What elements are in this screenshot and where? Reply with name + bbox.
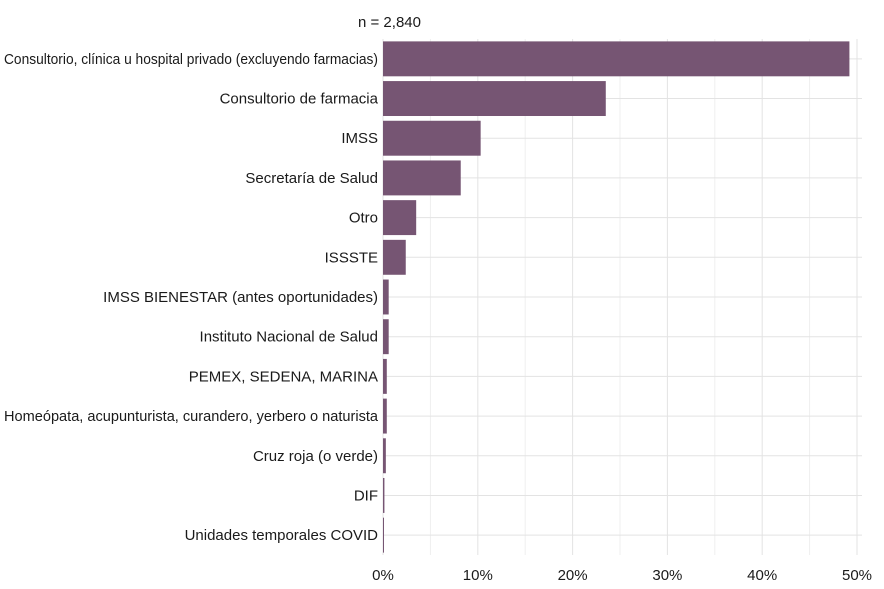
bar — [383, 517, 384, 553]
bar — [383, 81, 606, 117]
category-label: ISSSTE — [325, 249, 378, 266]
category-label: PEMEX, SEDENA, MARINA — [189, 368, 378, 385]
bar — [383, 239, 406, 275]
x-tick-label: 0% — [372, 567, 394, 584]
category-label: Unidades temporales COVID — [185, 527, 379, 544]
bar — [383, 200, 417, 236]
category-label: Instituto Nacional de Salud — [200, 329, 378, 346]
bar — [383, 279, 389, 315]
x-tick-label: 50% — [842, 567, 872, 584]
bar — [383, 398, 387, 434]
category-label: Secretaría de Salud — [245, 170, 378, 187]
bar — [383, 120, 481, 156]
category-label: Consultorio, clínica u hospital privado … — [4, 51, 378, 68]
x-tick-label: 10% — [463, 567, 493, 584]
category-label: DIF — [354, 487, 378, 504]
bar — [383, 160, 461, 196]
x-tick-label: 30% — [652, 567, 682, 584]
category-label: Cruz roja (o verde) — [253, 448, 378, 465]
x-axis-ticks: 0% 10% 20% 30% 40% 50% — [372, 567, 872, 584]
x-tick-label: 40% — [747, 567, 777, 584]
category-label: IMSS — [341, 130, 378, 147]
bar — [383, 438, 386, 474]
bar — [383, 358, 387, 394]
category-labels: Consultorio, clínica u hospital privado … — [4, 51, 379, 544]
category-label: IMSS BIENESTAR (antes oportunidades) — [103, 289, 378, 306]
x-tick-label: 20% — [558, 567, 588, 584]
bar — [383, 477, 385, 513]
category-label: Homeópata, acupunturista, curandero, yer… — [4, 408, 379, 425]
chart-subtitle: n = 2,840 — [358, 14, 421, 31]
bars — [383, 41, 850, 553]
category-label: Otro — [349, 210, 378, 227]
category-label: Consultorio de farmacia — [220, 91, 379, 108]
grid-lines — [382, 39, 862, 555]
bar — [383, 41, 850, 77]
bar — [383, 319, 389, 355]
